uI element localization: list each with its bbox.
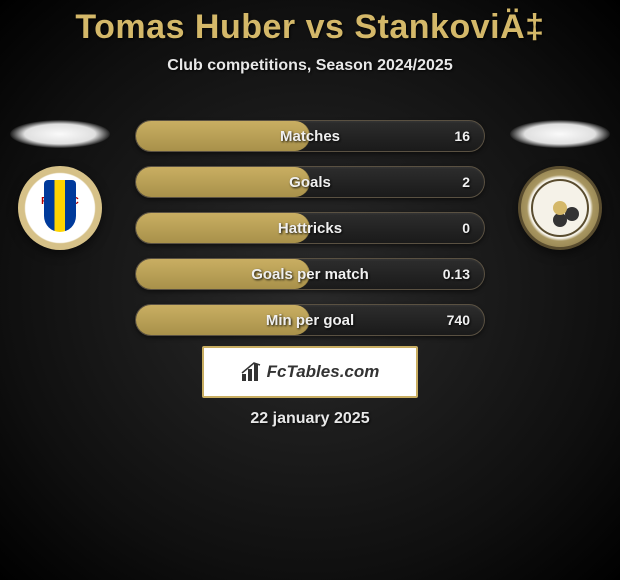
subtitle: Club competitions, Season 2024/2025	[0, 57, 620, 75]
stat-right-value: 2	[462, 174, 470, 190]
player-right-area	[510, 120, 610, 250]
page-title: Tomas Huber vs StankoviÄ‡	[0, 0, 620, 47]
player-right-silhouette	[510, 120, 610, 148]
comparison-card: Tomas Huber vs StankoviÄ‡ Club competiti…	[0, 0, 620, 580]
stat-row: Goals per match0.13	[135, 258, 485, 290]
bar-chart-icon	[241, 362, 263, 382]
stat-row: Goals2	[135, 166, 485, 198]
stat-row: Hattricks0	[135, 212, 485, 244]
stats-list: Matches16 Goals2 Hattricks0 Goals per match…	[135, 120, 485, 350]
club-badge-right	[518, 166, 602, 250]
stat-right-value: 740	[447, 312, 470, 328]
stat-right-value: 0.13	[443, 266, 470, 282]
club-badge-left-label: FC DAC	[18, 196, 102, 207]
brand-label: FcTables.com	[267, 362, 380, 382]
brand-box[interactable]: FcTables.com	[202, 346, 418, 398]
stat-label: Goals per match	[136, 266, 484, 283]
stat-label: Min per goal	[136, 312, 484, 329]
stat-right-value: 16	[454, 128, 470, 144]
stat-label: Hattricks	[136, 220, 484, 237]
stat-right-value: 0	[462, 220, 470, 236]
player-left-silhouette	[10, 120, 110, 148]
player-left-area: FC DAC	[10, 120, 110, 250]
club-badge-left: FC DAC	[18, 166, 102, 250]
date-label: 22 january 2025	[0, 410, 620, 428]
stat-label: Matches	[136, 128, 484, 145]
stat-row: Matches16	[135, 120, 485, 152]
stat-row: Min per goal740	[135, 304, 485, 336]
stat-label: Goals	[136, 174, 484, 191]
